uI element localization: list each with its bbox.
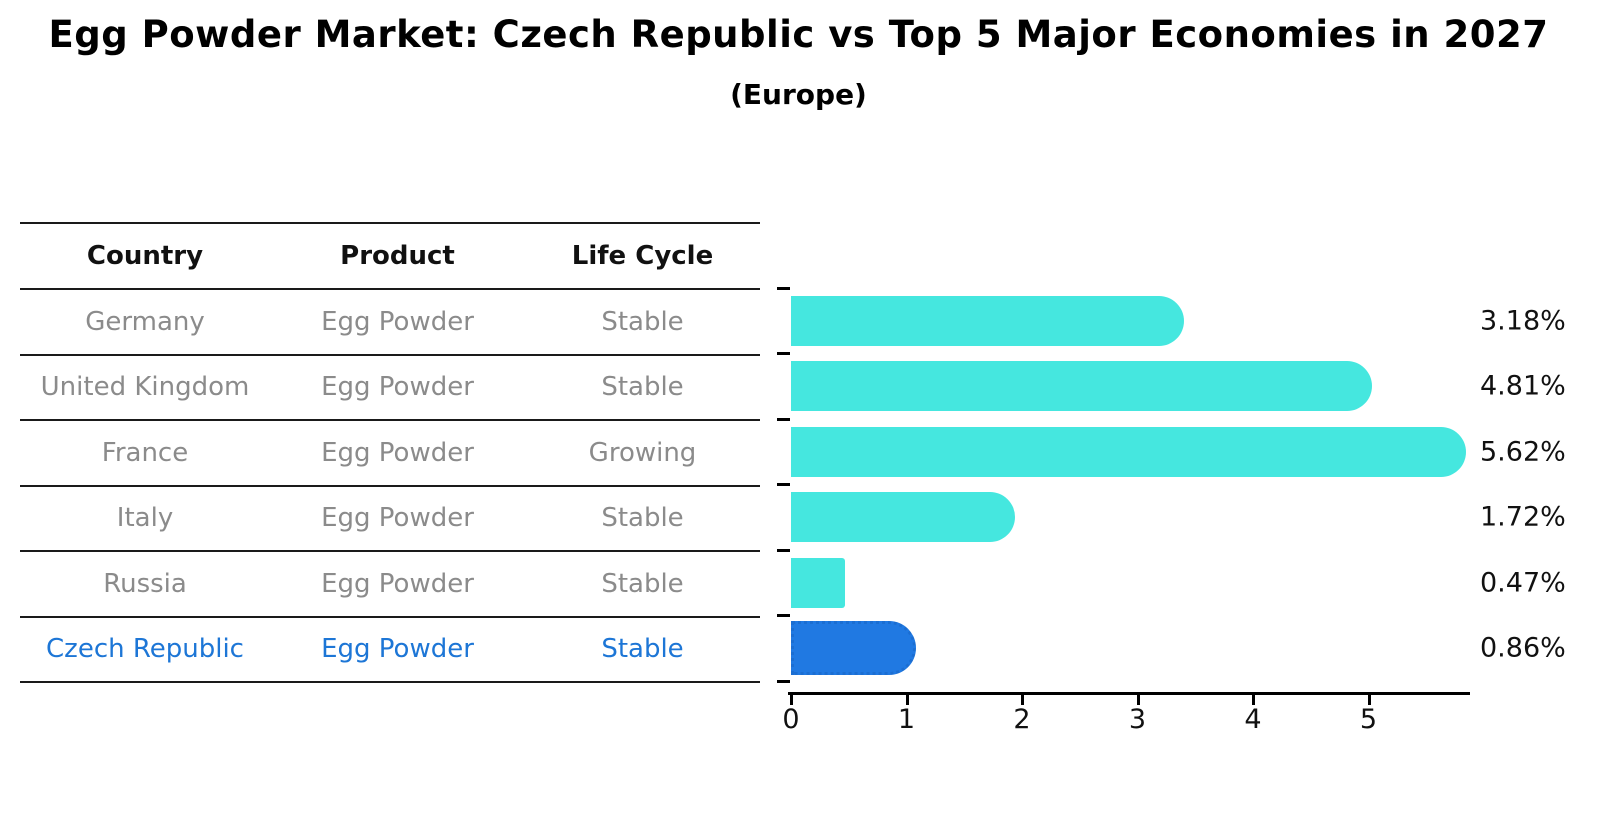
x-axis-tick-label: 0 [782,704,800,735]
bar-row [791,419,1470,485]
column-header-product: Product [340,241,455,271]
x-axis-tick-label: 4 [1244,704,1262,735]
bar [791,295,1184,346]
x-axis-tick-mark [790,695,793,705]
bar-row [791,485,1470,551]
y-axis-tick-mark [777,352,790,355]
chart-subtitle: (Europe) [730,78,867,111]
table-row: Czech Republic Egg Powder Stable [20,618,760,683]
bar [791,426,1466,477]
x-axis-tick-mark [1021,695,1024,705]
bar-row [791,616,1470,682]
bar-value-label: 5.62% [1480,436,1566,468]
table-row: Germany Egg Powder Stable [20,290,760,356]
table-cell-life-cycle: Stable [601,372,684,403]
table-cell-product: Egg Powder [321,634,474,665]
bar-row [791,550,1470,616]
table-cell-product: Egg Powder [321,437,474,468]
chart-title: Egg Powder Market: Czech Republic vs Top… [48,13,1549,56]
table-row: Italy Egg Powder Stable [20,487,760,552]
table-body: Germany Egg Powder Stable United Kingdom… [20,290,760,683]
table-cell-product: Egg Powder [321,372,474,403]
table-cell-product: Egg Powder [321,503,474,534]
table-row: Russia Egg Powder Stable [20,552,760,618]
x-axis-tick-label: 2 [1013,704,1031,735]
bar [791,361,1373,411]
x-axis-tick-label: 5 [1359,704,1378,735]
x-axis-tick-mark [1367,695,1371,705]
bar-row [791,354,1470,420]
table-row: United Kingdom Egg Powder Stable [20,356,760,421]
table-cell-life-cycle: Stable [601,634,684,665]
y-axis-tick-mark [777,483,790,486]
table-header-row: Country Product Life Cycle [20,224,760,290]
column-header-country: Country [86,241,204,271]
bar-row [791,288,1470,354]
bar-highlighted [791,620,916,675]
x-axis-line [788,692,1470,695]
table-cell-life-cycle: Stable [601,306,684,337]
bar-value-label: 3.18% [1480,305,1566,337]
bar-plot-area [791,288,1470,681]
table-cell-country: Czech Republic [46,634,244,665]
country-table: Country Product Life Cycle Germany Egg P… [20,222,760,683]
y-axis-tick-mark [777,614,790,617]
y-axis-tick-mark [777,286,790,290]
table-cell-country: Germany [85,306,205,337]
table-cell-country: Russia [103,568,187,599]
bar [791,557,846,608]
bar-value-label: 4.81% [1480,370,1566,402]
x-axis-tick-mark [905,695,909,705]
bar [791,492,1016,542]
table-cell-life-cycle: Stable [601,503,684,534]
y-axis-tick-mark [777,679,790,683]
table-row: France Egg Powder Growing [20,421,760,487]
bar-value-label: 1.72% [1480,501,1566,533]
x-axis-tick-mark [1136,695,1140,705]
table-cell-country: United Kingdom [40,372,250,403]
x-axis-tick-label: 1 [897,704,916,735]
table-cell-country: Italy [116,503,174,534]
y-axis-tick-mark [777,548,790,552]
table-cell-life-cycle: Growing [588,437,697,468]
column-header-life-cycle: Life Cycle [571,241,714,271]
table-cell-product: Egg Powder [321,306,474,337]
table-cell-country: France [101,437,189,468]
table-cell-life-cycle: Stable [601,568,684,599]
bar-value-label: 0.47% [1480,567,1566,599]
bar-value-label: 0.86% [1480,632,1566,664]
x-axis-tick-label: 3 [1128,704,1147,735]
y-axis-tick-mark [777,417,790,421]
x-axis-tick-mark [1252,695,1255,705]
table-cell-product: Egg Powder [321,568,474,599]
